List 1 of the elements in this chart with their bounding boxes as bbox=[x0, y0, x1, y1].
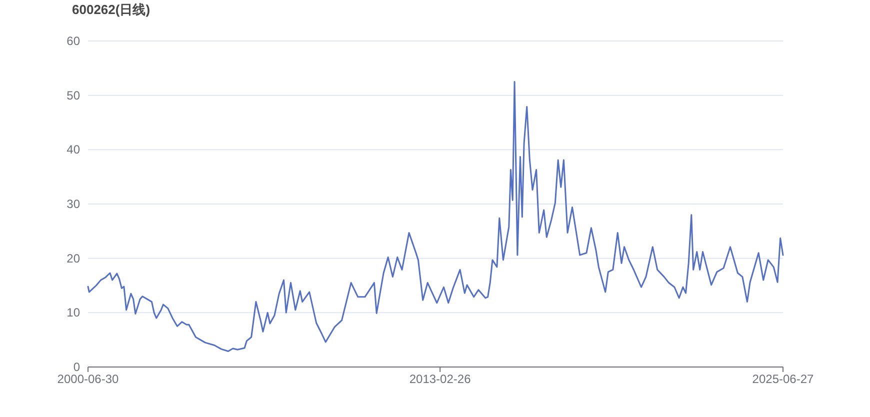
title: 600262(日线) bbox=[72, 2, 150, 17]
